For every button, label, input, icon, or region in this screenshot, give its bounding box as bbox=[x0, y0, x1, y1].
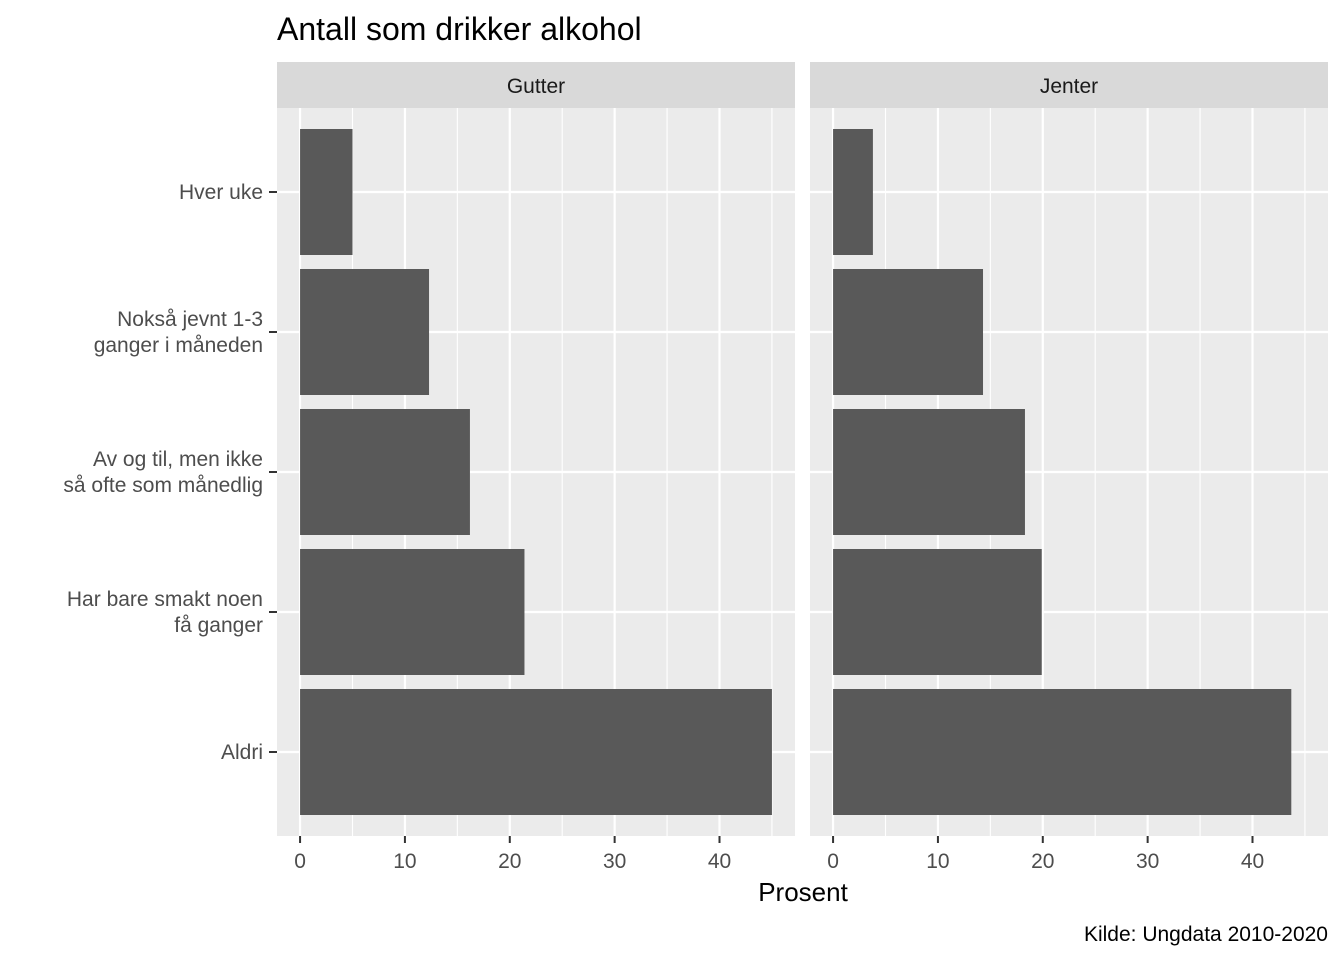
x-tick-label: 40 bbox=[1241, 850, 1264, 873]
facet-strip-label: Jenter bbox=[1040, 75, 1098, 98]
x-tick-label: 30 bbox=[603, 850, 626, 873]
y-tick-label: Hver uke bbox=[179, 181, 263, 204]
y-tick-label: Nokså jevnt 1-3 bbox=[117, 308, 263, 331]
bar bbox=[300, 689, 772, 815]
facet-strip bbox=[810, 62, 1328, 108]
x-tick-label: 0 bbox=[294, 850, 306, 873]
x-tick-label: 20 bbox=[1031, 850, 1054, 873]
facet-panel-0: Gutter 0 10 20 30 40 bbox=[277, 62, 795, 873]
chart-title: Antall som drikker alkohol bbox=[277, 11, 642, 47]
x-tick-label: 10 bbox=[926, 850, 949, 873]
facet-strip bbox=[277, 62, 795, 108]
y-tick-label: Av og til, men ikke bbox=[93, 448, 263, 471]
y-tick-label: Aldri bbox=[221, 741, 263, 764]
facet-strip-label: Gutter bbox=[507, 75, 565, 98]
x-tick-label: 0 bbox=[827, 850, 839, 873]
x-tick-label: 40 bbox=[708, 850, 731, 873]
x-tick-label: 10 bbox=[393, 850, 416, 873]
y-tick-label: så ofte som månedlig bbox=[63, 474, 263, 497]
bar bbox=[300, 269, 430, 395]
bar bbox=[833, 409, 1025, 535]
y-tick-label: Har bare smakt noen bbox=[67, 588, 263, 611]
bar bbox=[833, 549, 1042, 675]
y-axis: Hver uke Nokså jevnt 1-3 ganger i måneden A… bbox=[63, 181, 277, 764]
x-axis-title: Prosent bbox=[758, 877, 848, 907]
bar bbox=[300, 129, 353, 255]
chart-caption: Kilde: Ungdata 2010-2020 bbox=[1084, 923, 1328, 946]
x-tick-label: 20 bbox=[498, 850, 521, 873]
y-tick-label: ganger i måneden bbox=[94, 334, 263, 357]
bar bbox=[300, 549, 525, 675]
y-tick-label: få ganger bbox=[174, 614, 263, 637]
bar bbox=[300, 409, 470, 535]
bar bbox=[833, 129, 873, 255]
bar bbox=[833, 689, 1292, 815]
bar bbox=[833, 269, 984, 395]
facet-panels: Gutter 0 10 20 30 40 Jenter 0 10 20 30 40 bbox=[277, 62, 1328, 873]
facet-panel-1: Jenter 0 10 20 30 40 bbox=[810, 62, 1328, 873]
x-tick-label: 30 bbox=[1136, 850, 1159, 873]
